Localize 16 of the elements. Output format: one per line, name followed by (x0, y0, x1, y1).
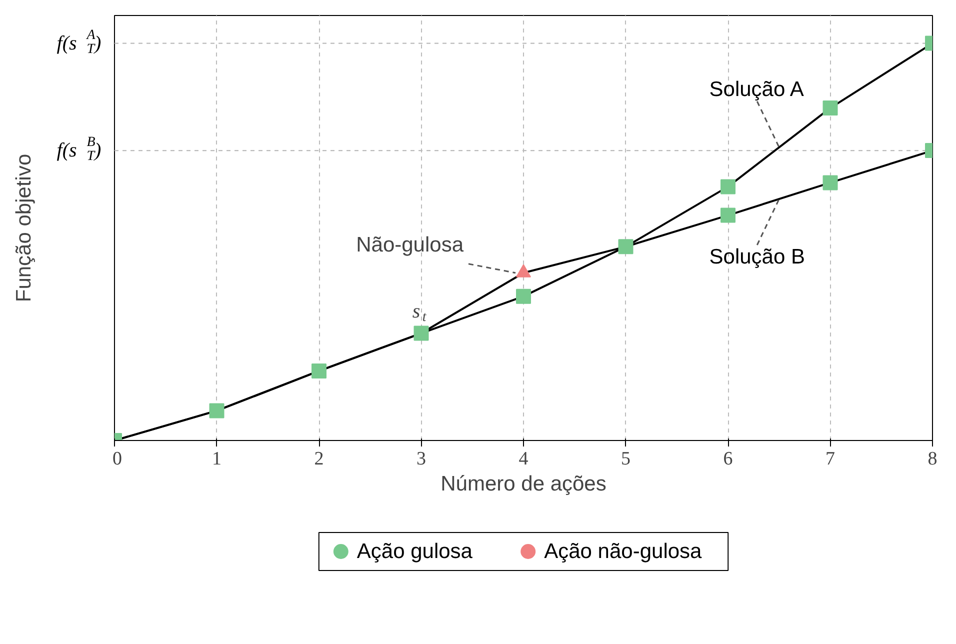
x-tick-label: 6 (723, 448, 733, 470)
legend-label: Ação não-gulosa (544, 540, 702, 563)
x-tick-label: 2 (314, 448, 324, 470)
x-tick-label: 0 (112, 448, 122, 470)
y-axis-title: Função objetivo (12, 154, 36, 302)
x-tick-label: 4 (518, 448, 529, 470)
x-tick-label: 5 (621, 448, 630, 470)
legend-label: Ação gulosa (356, 540, 473, 563)
series-label: Solução A (709, 78, 804, 101)
x-tick-label: 1 (212, 448, 222, 470)
x-axis-title: Número de ações (440, 472, 606, 496)
x-tick-label: 7 (826, 448, 835, 470)
series-label: Solução B (709, 246, 805, 269)
x-tick-label: 8 (928, 448, 938, 470)
x-tick-label: 3 (416, 448, 426, 470)
annotation: Não-gulosa (356, 233, 464, 256)
